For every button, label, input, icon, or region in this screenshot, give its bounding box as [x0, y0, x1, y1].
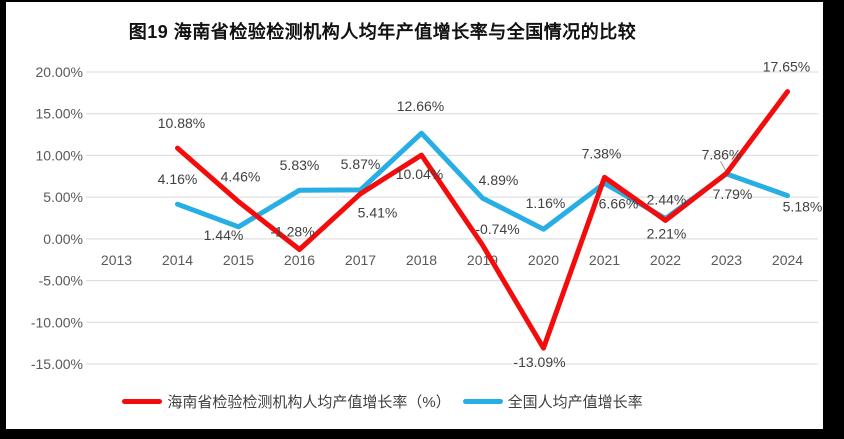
data-label: 1.44% [204, 227, 244, 243]
series-line-hainan [175, 89, 790, 351]
x-axis-tick-label: 2014 [162, 252, 193, 268]
legend-item-hainan: 海南省检验检测机构人均产值增长率（%） [122, 391, 451, 412]
x-axis-tick-label: 2016 [284, 252, 315, 268]
legend-item-national: 全国人均产值增长率 [462, 391, 643, 412]
chart-title: 图19 海南省检验检测机构人均年产值增长率与全国情况的比较 [128, 22, 637, 42]
data-label: 2.21% [647, 225, 687, 241]
x-axis-tick-label: 2017 [345, 252, 376, 268]
line-chart-canvas: 20.00% 15.00% 10.00% 5.00% 0.00% -5.00% -10.00… [31, 59, 823, 372]
data-label: 2.44% [647, 192, 687, 208]
label-leader-line [720, 161, 726, 171]
x-axis-tick-label: 2015 [223, 252, 254, 268]
data-label: 7.79% [713, 186, 753, 202]
data-label: 5.87% [341, 156, 381, 172]
x-axis-tick-label: 2023 [711, 252, 742, 268]
legend-label-national: 全国人均产值增长率 [507, 393, 643, 411]
x-axis-tick-label: 2022 [650, 252, 681, 268]
y-axis-tick-label: 10.00% [36, 147, 83, 163]
legend-swatch-red-line [122, 398, 163, 404]
legend: 海南省检验检测机构人均产值增长率（%） 全国人均产值增长率 [6, 391, 759, 411]
x-axis-tick-label: 2013 [101, 252, 132, 268]
y-axis-tick-label: -5.00% [39, 273, 83, 289]
data-label: 4.16% [158, 171, 198, 187]
data-label: 4.46% [221, 169, 261, 185]
data-label: -13.09% [513, 354, 565, 370]
x-axis-tick-label: 2021 [589, 252, 620, 268]
data-label: 10.04% [396, 166, 443, 182]
legend-swatch-blue-line [462, 398, 503, 404]
data-label: 5.41% [358, 205, 398, 221]
y-axis-tick-label: 0.00% [43, 231, 83, 247]
y-axis-tick-label: -15.00% [31, 356, 83, 372]
data-label: 4.89% [479, 172, 519, 188]
data-label: 5.18% [783, 199, 823, 215]
y-axis-tick-label: 20.00% [36, 64, 83, 80]
data-label: -0.74% [475, 221, 519, 237]
data-label: 1.16% [526, 195, 566, 211]
data-label: 7.86% [702, 146, 742, 162]
data-label: -1.28% [270, 224, 314, 240]
x-axis-tick-label: 2024 [772, 252, 803, 268]
y-axis-tick-label: -10.00% [31, 314, 83, 330]
data-label: 7.38% [582, 145, 622, 161]
y-axis-tick-label: 15.00% [36, 106, 83, 122]
chart-panel: 图19 海南省检验检测机构人均年产值增长率与全国情况的比较 20.00% 15.0… [6, 2, 823, 429]
legend-label-hainan: 海南省检验检测机构人均产值增长率（%） [167, 393, 451, 411]
x-axis-tick-label: 2020 [528, 252, 559, 268]
y-axis-tick-label: 5.00% [43, 189, 83, 205]
data-label: 6.66% [599, 195, 639, 211]
x-axis-tick-label: 2018 [406, 252, 437, 268]
data-label: 12.66% [397, 98, 444, 114]
data-label: 10.88% [158, 115, 205, 131]
data-label: 17.65% [763, 59, 810, 75]
data-label: 5.83% [280, 157, 320, 173]
